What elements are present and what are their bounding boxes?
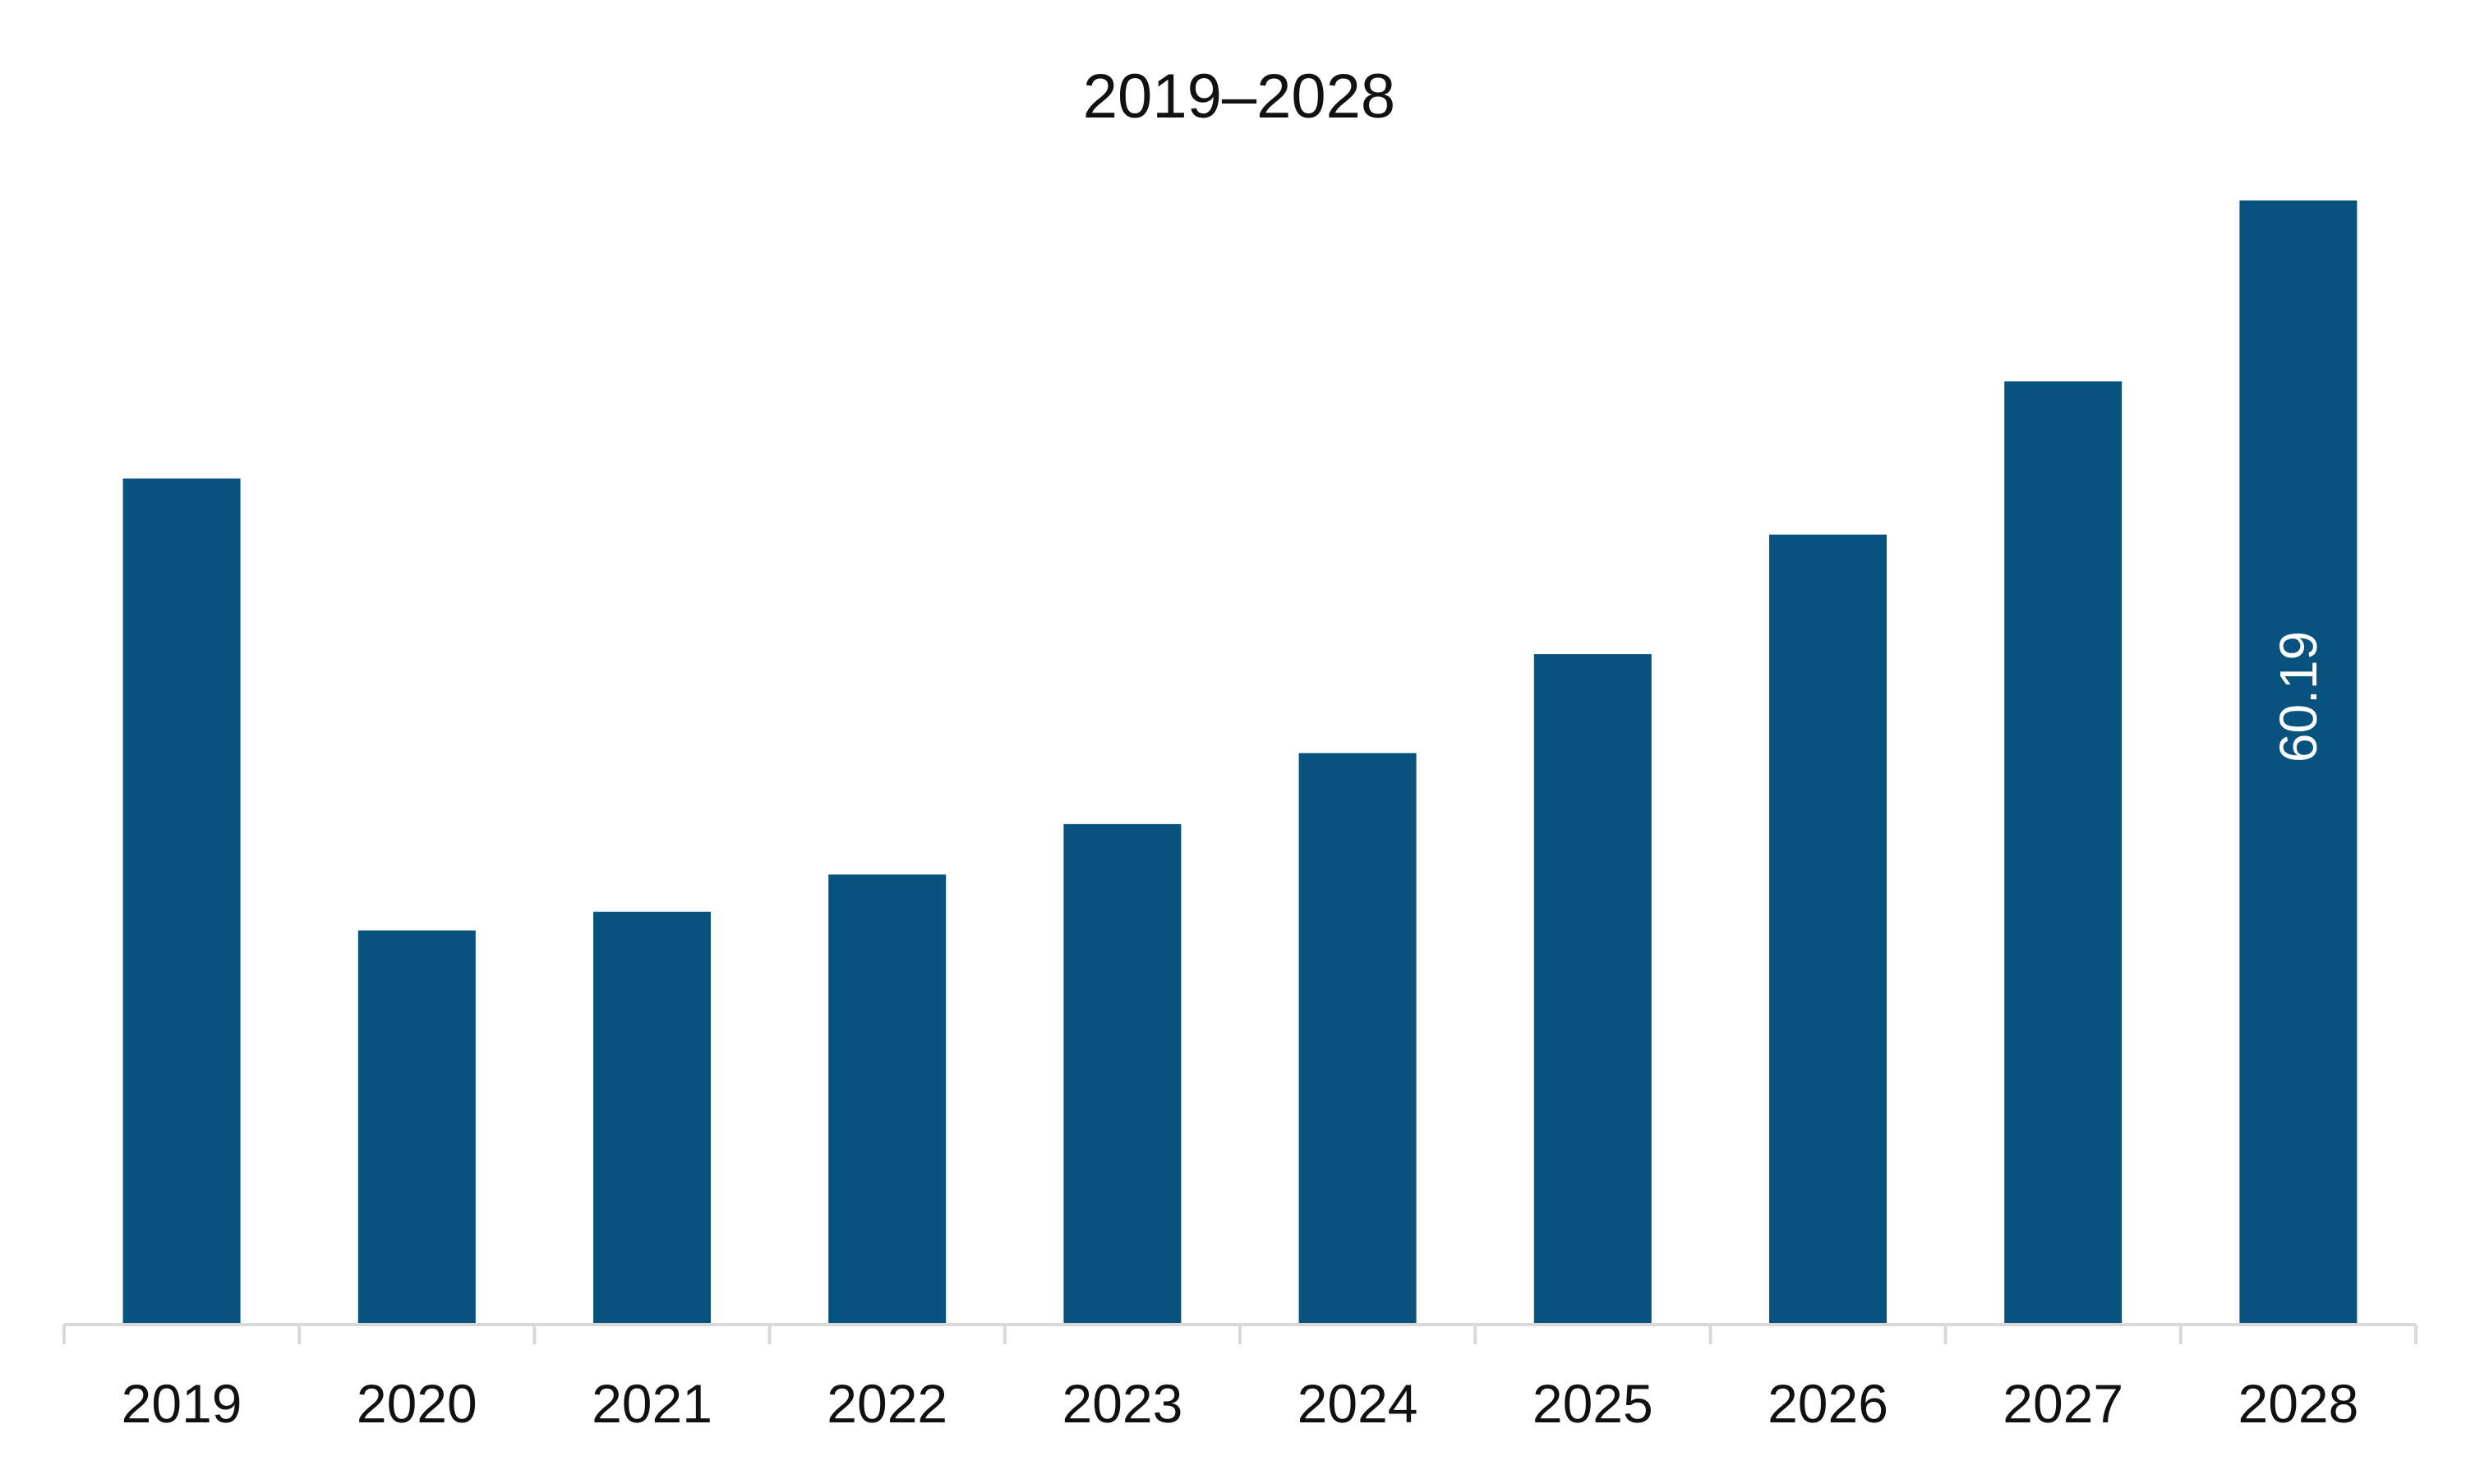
x-tick-label-2028: 2028 bbox=[2238, 1373, 2358, 1434]
bar-2026 bbox=[1769, 534, 1887, 1325]
x-tick-label-2022: 2022 bbox=[827, 1373, 947, 1434]
x-tick-label-2027: 2027 bbox=[2003, 1373, 2123, 1434]
tick-labels: 2019 2020 2021 2022 2023 2024 2025 2026 2027 2028 bbox=[122, 1373, 2359, 1434]
bar-2020 bbox=[357, 930, 476, 1325]
bar-2027 bbox=[2004, 381, 2123, 1325]
x-tick-label-2020: 2020 bbox=[357, 1373, 477, 1434]
chart-title: 2019–2028 bbox=[1083, 62, 1395, 131]
x-tick-label-2025: 2025 bbox=[1533, 1373, 1653, 1434]
x-tick-label-2026: 2026 bbox=[1768, 1373, 1888, 1434]
data-label-2028: 60.19 bbox=[2269, 631, 2328, 763]
bar-2028 bbox=[2239, 200, 2358, 1325]
bar-2023 bbox=[1063, 823, 1182, 1325]
bar-2024 bbox=[1298, 753, 1417, 1325]
x-tick-label-2019: 2019 bbox=[122, 1373, 242, 1434]
bars-layer: 60.19 bbox=[122, 200, 2358, 1325]
x-tick-label-2021: 2021 bbox=[592, 1373, 712, 1434]
bar-2021 bbox=[593, 911, 711, 1325]
bar-2019 bbox=[122, 478, 241, 1325]
bar-2022 bbox=[828, 874, 947, 1325]
x-tick-label-2024: 2024 bbox=[1298, 1373, 1418, 1434]
bar-2025 bbox=[1533, 654, 1652, 1325]
x-tick-label-2023: 2023 bbox=[1062, 1373, 1182, 1434]
x-axis bbox=[62, 1323, 2418, 1344]
